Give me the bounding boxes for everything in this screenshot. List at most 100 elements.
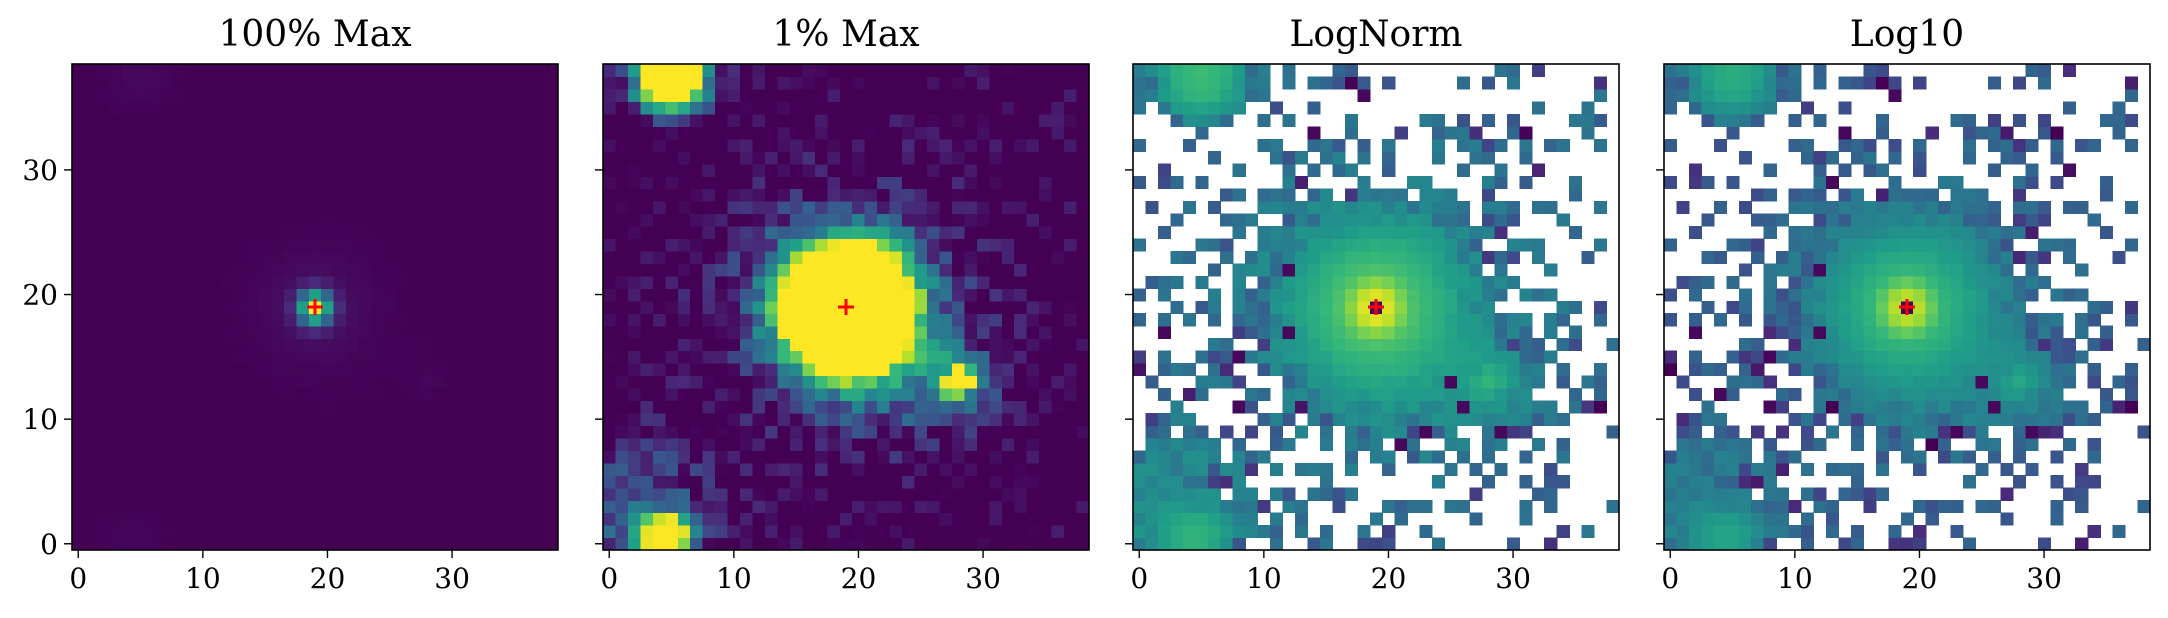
heatmap-cell xyxy=(665,226,679,240)
heatmap-cell xyxy=(470,350,484,364)
heatmap-cell xyxy=(1419,113,1433,127)
heatmap-cell xyxy=(1544,462,1558,476)
heatmap-cell xyxy=(877,163,891,177)
heatmap-cell xyxy=(765,425,779,439)
heatmap-cell xyxy=(715,188,729,202)
heatmap-cell xyxy=(615,313,629,327)
heatmap-cell xyxy=(889,512,903,526)
heatmap-cell xyxy=(1064,462,1078,476)
heatmap-cell xyxy=(1419,275,1433,289)
heatmap-cell xyxy=(296,500,310,514)
heatmap-cell xyxy=(1494,388,1508,402)
heatmap-cell xyxy=(1913,151,1927,165)
heatmap-cell xyxy=(1900,537,1914,551)
heatmap-cell xyxy=(420,512,434,526)
heatmap-cell xyxy=(321,412,335,426)
heatmap-cell xyxy=(184,250,198,264)
heatmap-cell xyxy=(445,363,459,377)
heatmap-cell xyxy=(1295,300,1309,314)
heatmap-cell xyxy=(234,250,248,264)
heatmap-cell xyxy=(603,163,617,177)
heatmap-cell xyxy=(1170,176,1184,190)
heatmap-cell xyxy=(545,525,559,539)
heatmap-cell xyxy=(159,313,173,327)
heatmap-cell xyxy=(864,263,878,277)
heatmap-cell xyxy=(615,101,629,115)
heatmap-cell xyxy=(2000,313,2014,327)
heatmap-cell xyxy=(184,537,198,551)
heatmap-cell xyxy=(665,325,679,339)
heatmap-cell xyxy=(1332,412,1346,426)
heatmap-cell xyxy=(72,113,86,127)
heatmap-cell xyxy=(690,126,704,140)
heatmap-cell xyxy=(1664,76,1678,90)
heatmap-cell xyxy=(1039,313,1053,327)
heatmap-cell xyxy=(72,437,86,451)
heatmap-cell xyxy=(420,400,434,414)
heatmap-cell xyxy=(1850,338,1864,352)
heatmap-cell xyxy=(877,238,891,252)
heatmap-cell xyxy=(146,313,160,327)
heatmap-cell xyxy=(627,325,641,339)
heatmap-cell xyxy=(889,288,903,302)
heatmap-cell xyxy=(333,263,347,277)
heatmap-cell xyxy=(1863,375,1877,389)
heatmap-cell xyxy=(1220,188,1234,202)
heatmap-cell xyxy=(1888,88,1902,102)
heatmap-cell xyxy=(346,176,360,190)
heatmap-cell xyxy=(184,76,198,90)
heatmap-cell xyxy=(1220,512,1234,526)
heatmap-cell xyxy=(545,138,559,152)
heatmap-cell xyxy=(640,350,654,364)
heatmap-cell xyxy=(1232,512,1246,526)
heatmap-cell xyxy=(2050,450,2064,464)
heatmap-cell xyxy=(1594,238,1608,252)
heatmap-cell xyxy=(171,238,185,252)
heatmap-cell xyxy=(458,313,472,327)
heatmap-cell xyxy=(877,487,891,501)
heatmap-cell xyxy=(839,76,853,90)
heatmap-cell xyxy=(802,64,816,78)
heatmap-cell xyxy=(1170,213,1184,227)
heatmap-cell xyxy=(715,475,729,489)
heatmap-cell xyxy=(927,325,941,339)
heatmap-cell xyxy=(627,487,641,501)
heatmap-cell xyxy=(1506,126,1520,140)
heatmap-cell xyxy=(951,487,965,501)
heatmap-cell xyxy=(1407,275,1421,289)
heatmap-cell xyxy=(665,101,679,115)
heatmap-cell xyxy=(159,462,173,476)
heatmap-cell xyxy=(1432,400,1446,414)
heatmap-cell xyxy=(84,338,98,352)
heatmap-cell xyxy=(1157,512,1171,526)
heatmap-cell xyxy=(1531,400,1545,414)
heatmap-cell xyxy=(902,238,916,252)
heatmap-cell xyxy=(1051,525,1065,539)
heatmap-cell xyxy=(827,325,841,339)
heatmap-cell xyxy=(445,288,459,302)
heatmap-cell xyxy=(1076,250,1090,264)
heatmap-cell xyxy=(1544,350,1558,364)
heatmap-cell xyxy=(96,275,110,289)
heatmap-cell xyxy=(1133,288,1147,302)
heatmap-cell xyxy=(209,300,223,314)
heatmap-cell xyxy=(1307,126,1321,140)
heatmap-cell xyxy=(1195,300,1209,314)
heatmap-cell xyxy=(458,500,472,514)
heatmap-cell xyxy=(358,288,372,302)
heatmap-cell xyxy=(1726,388,1740,402)
heatmap-cell xyxy=(358,176,372,190)
heatmap-cell xyxy=(1444,363,1458,377)
heatmap-cell xyxy=(765,288,779,302)
heatmap-cell xyxy=(184,226,198,240)
heatmap-cell xyxy=(146,263,160,277)
heatmap-cell xyxy=(109,226,123,240)
heatmap-cell xyxy=(1295,238,1309,252)
heatmap-cell xyxy=(777,400,791,414)
heatmap-cell xyxy=(1182,450,1196,464)
heatmap-cell xyxy=(1444,250,1458,264)
heatmap-cell xyxy=(234,126,248,140)
heatmap-cell xyxy=(1988,363,2002,377)
heatmap-cell xyxy=(1133,350,1147,364)
heatmap-cell xyxy=(146,300,160,314)
